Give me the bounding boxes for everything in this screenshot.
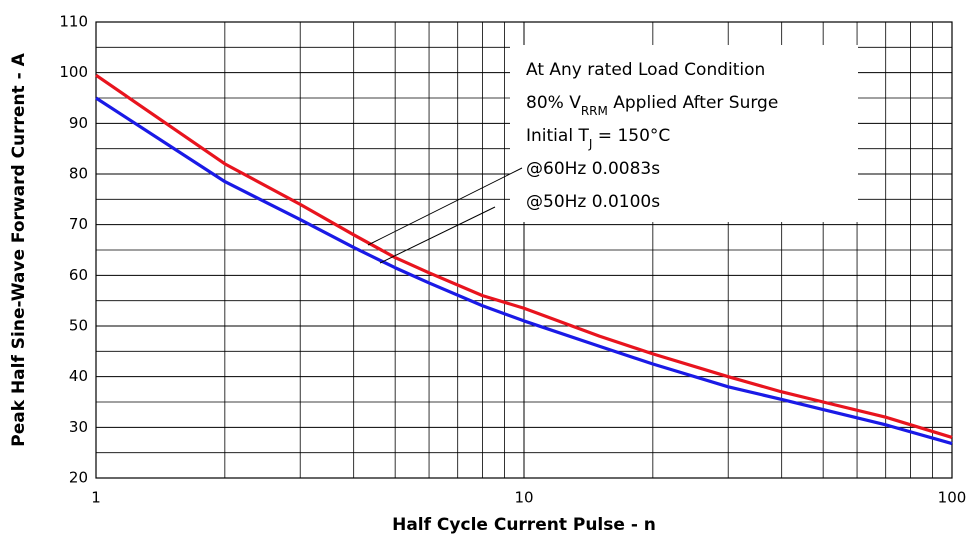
annotation-box — [510, 45, 858, 222]
y-tick-label: 20 — [69, 469, 88, 487]
y-tick-label: 50 — [69, 317, 88, 335]
y-tick-label: 40 — [69, 367, 88, 385]
x-tick-label: 1 — [91, 489, 101, 507]
annotation-part: 80% V — [526, 93, 581, 113]
annotation: Initial TJ = 150°C — [526, 126, 670, 151]
x-tick-label: 10 — [514, 489, 533, 507]
leader-line — [367, 167, 523, 246]
x-axis-label: Half Cycle Current Pulse - n — [392, 515, 656, 535]
leader-line — [379, 206, 496, 264]
y-tick-label: 30 — [69, 418, 88, 436]
annotation-part: At Any rated Load Condition — [526, 60, 765, 80]
y-tick-label: 110 — [59, 13, 88, 31]
y-axis-label: Peak Half Sine-Wave Forward Current - A — [9, 52, 29, 446]
plot-frame — [95, 21, 953, 479]
annotation-part: Applied After Surge — [608, 93, 778, 113]
series-label: @60Hz 0.0083s — [526, 159, 660, 179]
line-series — [95, 96, 953, 446]
line-series — [95, 73, 953, 439]
annotation-part: = 150°C — [592, 126, 670, 146]
x-tick-label: 100 — [938, 489, 967, 507]
y-tick-label: 70 — [69, 215, 88, 233]
y-tick-label: 60 — [69, 266, 88, 284]
annotation: At Any rated Load Condition — [526, 60, 765, 80]
y-tick-label: 100 — [59, 63, 88, 81]
annotation: 80% VRRM Applied After Surge — [526, 93, 778, 118]
series-label: @50Hz 0.0100s — [526, 192, 660, 212]
y-tick-label: 80 — [69, 165, 88, 183]
y-tick-label: 90 — [69, 114, 88, 132]
annotation-part: Initial T — [526, 126, 589, 146]
annotation-subscript: J — [588, 137, 593, 151]
annotation-subscript: RRM — [581, 104, 608, 118]
